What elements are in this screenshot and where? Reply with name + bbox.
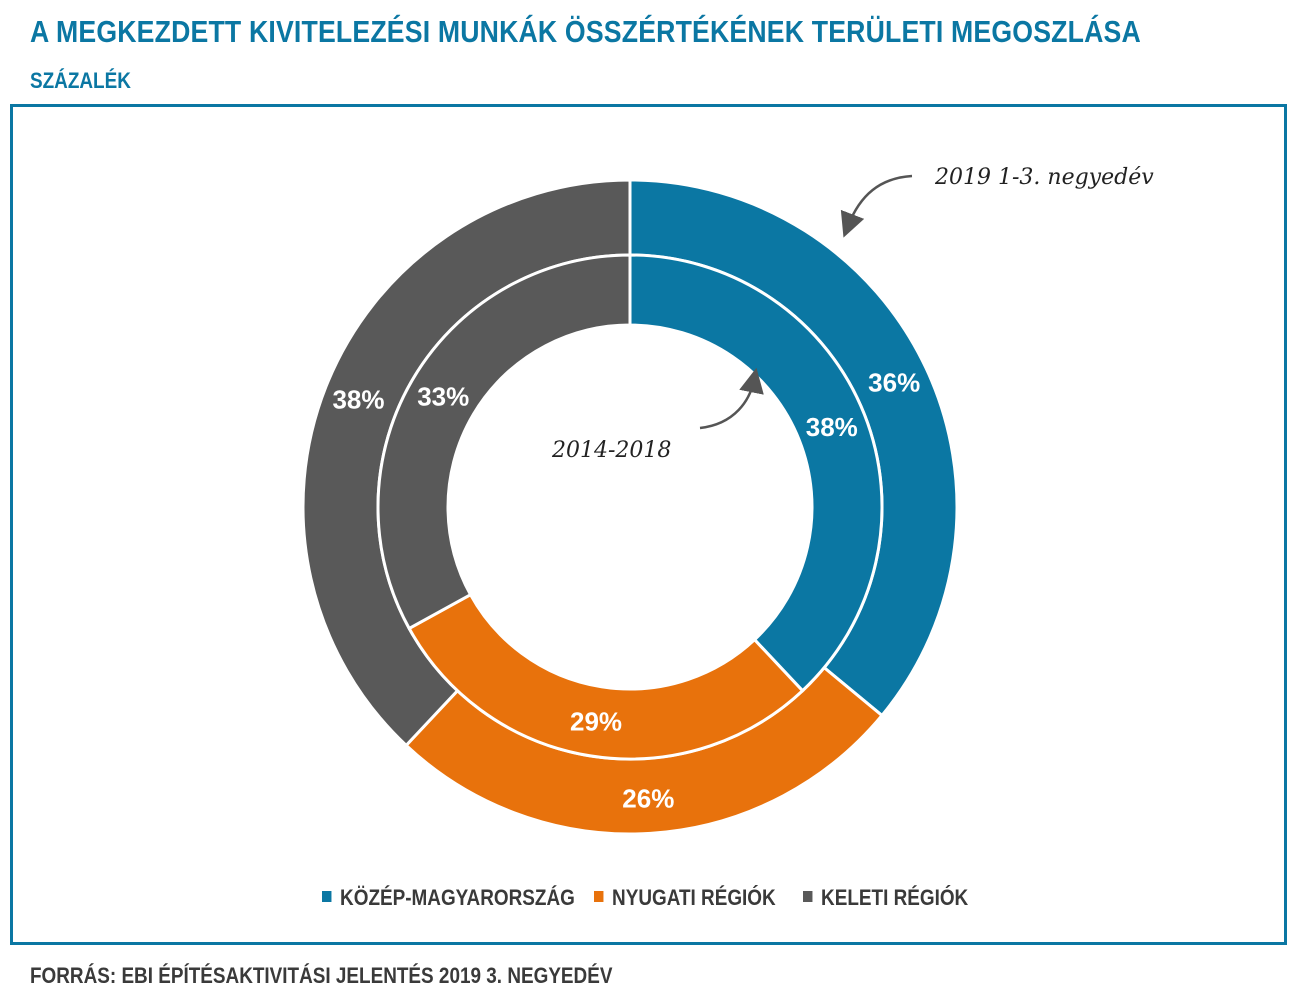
inner-ring-slice-keleti <box>376 253 632 631</box>
legend-label-nyugati: NYUGATI RÉGIÓK <box>612 885 776 910</box>
outer-ring-arrow <box>840 174 913 238</box>
legend-swatch-kozep <box>322 891 332 902</box>
donut-labels: 36% 26% 38% 38% 29% 33% <box>332 368 920 814</box>
source-note: FORRÁS: EBI ÉPÍTÉSAKTIVITÁSI JELENTÉS 20… <box>30 963 613 988</box>
legend-label-kozep: KÖZÉP-MAGYARORSZÁG <box>340 885 575 910</box>
inner-ring-label-nyugati: 29% <box>570 706 622 736</box>
legend-item-nyugati: NYUGATI RÉGIÓK <box>594 885 776 911</box>
legend-item-kozep: KÖZÉP-MAGYARORSZÁG <box>322 885 575 911</box>
outer-ring-label-keleti: 38% <box>332 385 384 415</box>
outer-ring-annotation: 2019 1-3. negyedév <box>934 165 1154 190</box>
chart-title: A MEGKEZDETT KIVITELEZÉSI MUNKÁK ÖSSZÉRT… <box>30 14 1141 49</box>
outer-ring-label-nyugati: 26% <box>622 783 674 813</box>
legend-label-keleti: KELETI RÉGIÓK <box>821 885 969 910</box>
inner-ring-arrow <box>699 367 764 430</box>
inner-ring-slice-nyugati <box>407 592 805 761</box>
donut-rings <box>301 178 959 836</box>
outer-ring-label-kozep: 36% <box>868 368 920 398</box>
chart-legend: KÖZÉP-MAGYARORSZÁG NYUGATI RÉGIÓK KELETI… <box>0 885 1300 925</box>
inner-ring-annotation: 2014-2018 <box>551 438 671 463</box>
legend-swatch-nyugati <box>594 891 604 902</box>
inner-ring-label-keleti: 33% <box>417 382 469 412</box>
inner-ring-label-kozep: 38% <box>806 412 858 442</box>
chart-frame <box>10 104 1287 945</box>
legend-item-keleti: KELETI RÉGIÓK <box>803 885 968 911</box>
chart-subtitle: SZÁZALÉK <box>30 68 131 93</box>
legend-swatch-keleti <box>803 891 813 902</box>
